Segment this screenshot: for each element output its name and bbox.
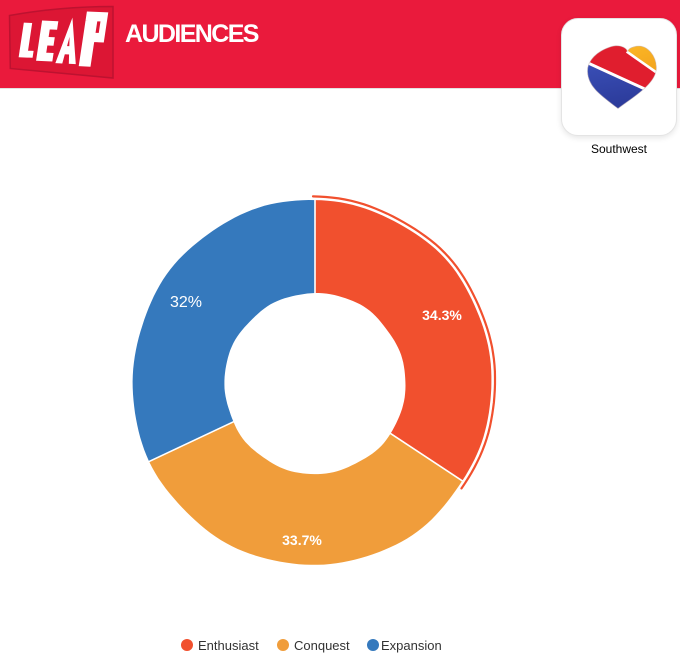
- svg-text:33.7%: 33.7%: [282, 532, 322, 548]
- svg-text:32%: 32%: [170, 294, 202, 311]
- svg-text:34.3%: 34.3%: [422, 307, 462, 323]
